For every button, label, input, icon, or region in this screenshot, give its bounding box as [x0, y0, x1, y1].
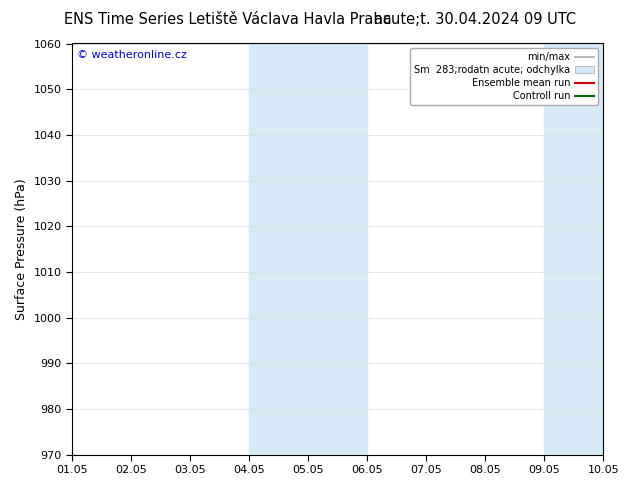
- Text: ENS Time Series Letiště Václava Havla Praha: ENS Time Series Letiště Václava Havla Pr…: [65, 12, 392, 27]
- Text: acute;t. 30.04.2024 09 UTC: acute;t. 30.04.2024 09 UTC: [375, 12, 576, 27]
- Bar: [544, 44, 603, 455]
- Text: © weatheronline.cz: © weatheronline.cz: [77, 49, 187, 60]
- Legend: min/max, Sm  283;rodatn acute; odchylka, Ensemble mean run, Controll run: min/max, Sm 283;rodatn acute; odchylka, …: [410, 49, 598, 105]
- Y-axis label: Surface Pressure (hPa): Surface Pressure (hPa): [15, 178, 28, 320]
- Bar: [249, 44, 367, 455]
